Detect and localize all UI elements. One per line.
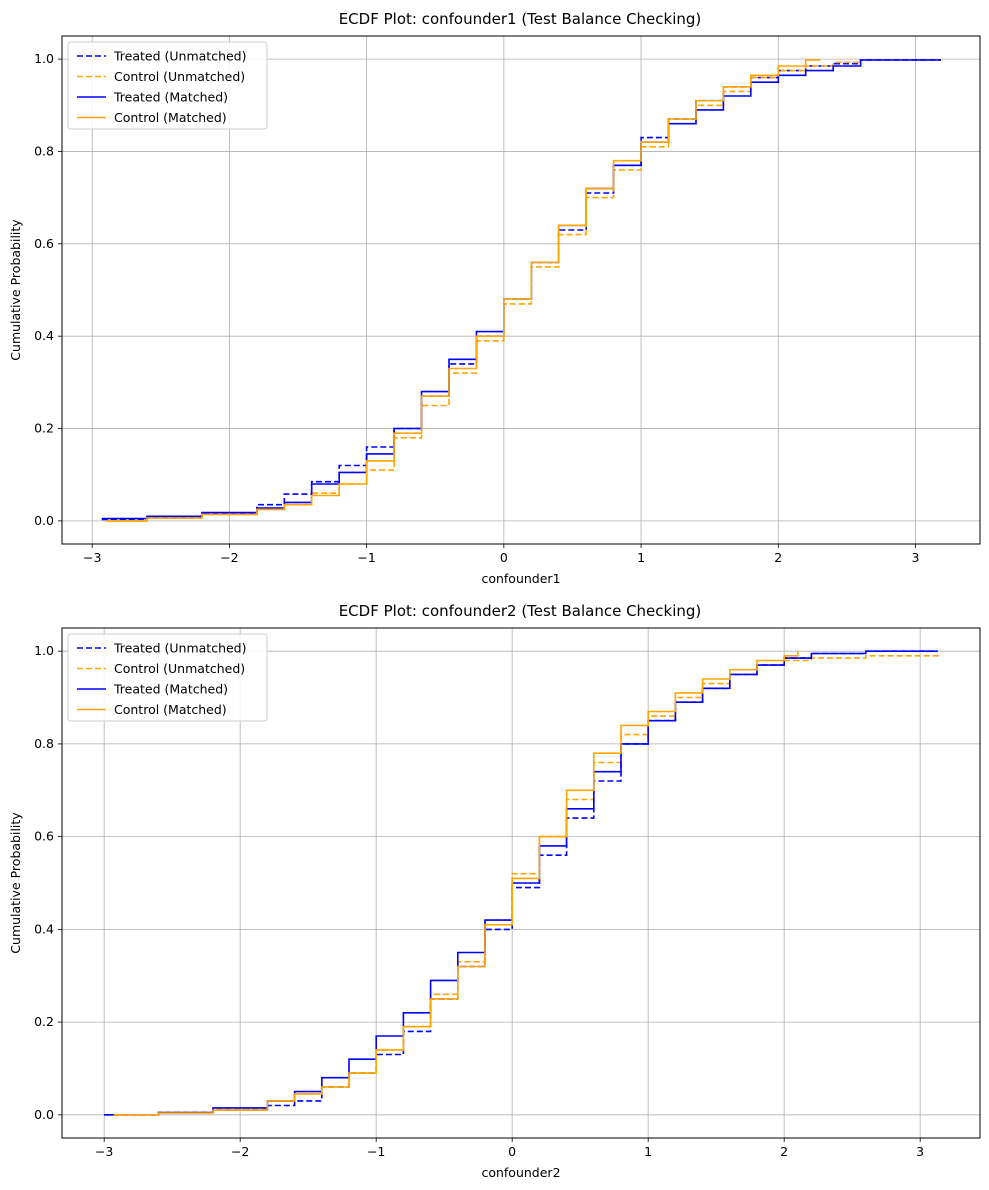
- x-tick-label: 1: [644, 1144, 652, 1159]
- series-line-control-matched: [113, 651, 799, 1116]
- x-tick-label: 0: [500, 550, 508, 565]
- series-line-control-unmatched: [113, 653, 939, 1116]
- x-tick-label: −1: [367, 1144, 385, 1159]
- y-tick-label: 0.8: [34, 736, 54, 751]
- legend-label: Treated (Matched): [113, 682, 228, 697]
- chart-title: ECDF Plot: confounder2 (Test Balance Che…: [339, 602, 702, 620]
- series-line-treated-matched: [104, 650, 938, 1116]
- series-group: [104, 650, 939, 1116]
- ticks-group: −3 −2 −1 0 1 2 3 0.0 0.2 0.4 0.6 0.8 1.0: [34, 643, 924, 1159]
- y-tick-label: 0.4: [34, 328, 54, 343]
- legend-label: Control (Matched): [114, 702, 227, 717]
- chart-confounder1: ECDF Plot: confounder1 (Test Balance Che…: [8, 10, 981, 586]
- legend: Treated (Unmatched) Control (Unmatched) Tr…: [67, 41, 268, 130]
- x-tick-label: 1: [637, 550, 645, 565]
- y-tick-label: 0.6: [34, 236, 54, 251]
- x-axis-label: confounder2: [481, 1165, 560, 1180]
- series-line-treated-unmatched: [104, 650, 938, 1116]
- plot-frame: [61, 35, 981, 545]
- y-tick-label: 0.6: [34, 829, 54, 844]
- x-axis-label: confounder1: [481, 571, 560, 586]
- legend-label: Control (Unmatched): [114, 69, 245, 84]
- plot-frame: [61, 627, 981, 1139]
- legend-label: Control (Matched): [114, 110, 227, 125]
- y-tick-label: 1.0: [34, 51, 54, 66]
- legend: Treated (Unmatched) Control (Unmatched) Tr…: [67, 633, 268, 722]
- y-tick-label: 0.0: [34, 513, 54, 528]
- ticks-group: −3 −2 −1 0 1 2 3 0.0 0.2 0.4 0.6 0.8 1.0: [34, 51, 919, 565]
- x-tick-label: −2: [231, 1144, 249, 1159]
- legend-label: Treated (Unmatched): [113, 49, 247, 64]
- x-tick-label: 3: [912, 550, 920, 565]
- legend-label: Control (Unmatched): [114, 661, 245, 676]
- y-tick-label: 0.2: [34, 421, 54, 436]
- legend-box: [67, 41, 268, 130]
- y-tick-label: 0.4: [34, 921, 54, 936]
- x-tick-label: −3: [83, 550, 101, 565]
- legend-label: Treated (Matched): [113, 90, 228, 105]
- x-tick-label: 2: [780, 1144, 788, 1159]
- series-group: [101, 59, 941, 522]
- chart-title: ECDF Plot: confounder1 (Test Balance Che…: [339, 10, 702, 28]
- x-tick-label: −1: [357, 550, 375, 565]
- y-axis-label: Cumulative Probability: [8, 812, 23, 954]
- grid-group: [62, 628, 980, 1138]
- y-tick-label: 1.0: [34, 643, 54, 658]
- y-tick-label: 0.0: [34, 1107, 54, 1122]
- x-tick-label: 2: [774, 550, 782, 565]
- grid-group: [62, 36, 980, 544]
- y-axis-label: Cumulative Probability: [8, 219, 23, 361]
- x-tick-label: −3: [95, 1144, 113, 1159]
- x-tick-label: −2: [220, 550, 238, 565]
- x-tick-label: 0: [508, 1144, 516, 1159]
- y-tick-label: 0.2: [34, 1014, 54, 1029]
- y-tick-label: 0.8: [34, 143, 54, 158]
- legend-label: Treated (Unmatched): [113, 641, 247, 656]
- series-line-control-matched: [105, 59, 821, 522]
- legend-box: [67, 633, 268, 722]
- x-tick-label: 3: [916, 1144, 924, 1159]
- chart-confounder2: ECDF Plot: confounder2 (Test Balance Che…: [8, 602, 981, 1180]
